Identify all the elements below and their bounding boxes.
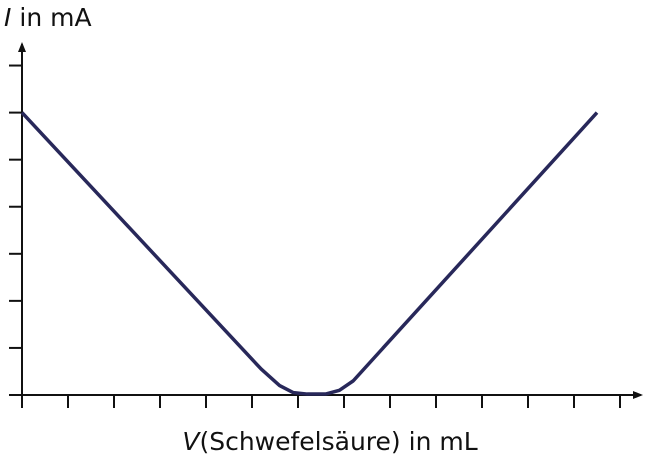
x-arrow [633, 391, 643, 399]
data-line [20, 111, 599, 396]
y-unit: in mA [19, 3, 91, 32]
x-axis-label: V(Schwefelsäure) in mL [182, 427, 477, 456]
x-symbol: V [182, 427, 201, 456]
y-symbol: I [4, 3, 11, 32]
x-unit: (Schwefelsäure) in mL [199, 427, 477, 456]
y-arrow [18, 42, 26, 52]
